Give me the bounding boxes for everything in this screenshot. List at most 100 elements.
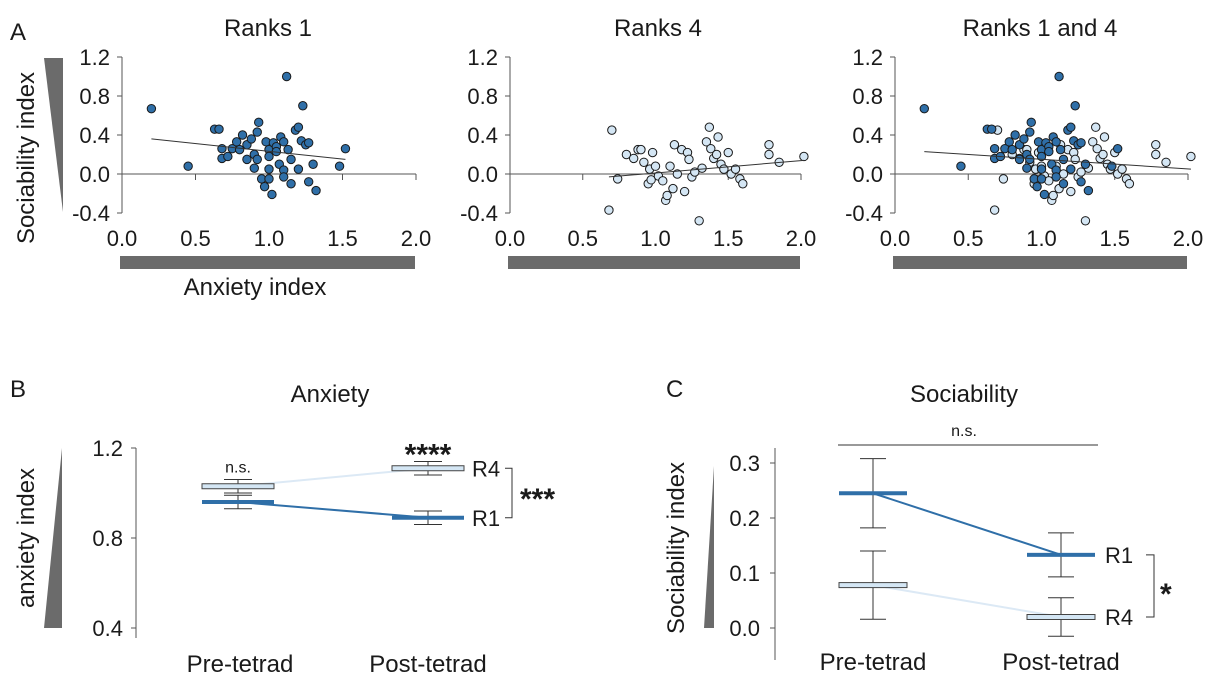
series-label-r4: R4: [472, 456, 500, 481]
data-point-r1: [308, 159, 318, 169]
data-point-r1: [1058, 179, 1069, 189]
data-point-r1: [334, 161, 345, 171]
data-point-r1: [234, 144, 245, 155]
data-point-r4: [719, 164, 729, 174]
data-point-r1: [259, 181, 270, 192]
data-point-r1: [286, 179, 296, 189]
data-point-r1: [303, 138, 314, 148]
anxiety-wedge-a3: [893, 256, 1187, 269]
regression-line: [608, 159, 804, 178]
series-label-r1: R1: [1105, 543, 1133, 568]
mean-bar-r4: [391, 465, 465, 472]
data-point-r1: [1055, 144, 1066, 155]
y-tick-label: -0.4: [72, 201, 110, 226]
data-point-r1: [1022, 163, 1032, 173]
significance-top: n.s.: [951, 423, 977, 440]
significance-between: *: [1160, 578, 1172, 611]
x-tick-label: 0.0: [495, 226, 526, 251]
data-point-r1: [1004, 137, 1014, 147]
y-tick-label: 0.4: [92, 616, 123, 641]
y-axis-label-sociability-c: Sociability index: [663, 462, 690, 634]
data-point-r4: [662, 190, 672, 201]
data-point-r4: [669, 140, 680, 150]
data-point-r1: [1076, 138, 1086, 148]
y-tick-label: 0.4: [852, 123, 883, 148]
series-line-r1: [872, 492, 1062, 556]
data-point-r1: [1025, 127, 1035, 137]
data-point-r1: [986, 124, 997, 134]
series-line-r1: [237, 501, 429, 519]
data-point-r1: [1054, 71, 1064, 82]
y-tick-label: 0.0: [79, 162, 110, 187]
data-point-r4: [713, 132, 723, 142]
sociability-wedge-c: [704, 466, 714, 628]
data-point-r1: [1070, 101, 1080, 111]
x-tick-label: 2.0: [1173, 226, 1204, 251]
data-point-r4: [684, 154, 694, 165]
y-axis-label-sociability-a: Sociability index: [13, 72, 40, 244]
data-point-r1: [264, 174, 274, 184]
data-point-r1: [340, 143, 351, 154]
mean-bar-r1: [202, 500, 274, 504]
data-point-r4: [764, 149, 774, 160]
mean-bar-r4: [1026, 614, 1096, 620]
data-point-r4: [1099, 132, 1110, 142]
data-point-r1: [242, 154, 252, 165]
significance-between: ***: [520, 483, 555, 516]
data-point-r1: [279, 172, 289, 182]
sociability-wedge-a: [44, 58, 63, 212]
y-tick-label: 1.2: [852, 45, 883, 70]
data-point-r1: [246, 134, 257, 144]
data-point-r4: [1070, 154, 1080, 165]
y-tick-label: 0.0: [852, 162, 883, 187]
data-point-r4: [621, 149, 632, 160]
data-point-r4: [604, 205, 614, 215]
data-point-r4: [998, 174, 1009, 184]
regression-line: [924, 151, 1191, 170]
anxiety-wedge-b: [44, 448, 62, 628]
data-point-r1: [1025, 154, 1035, 165]
mean-bar-r1: [1027, 552, 1095, 557]
panel-letter-a: A: [10, 19, 26, 46]
significance-pre: n.s.: [225, 459, 251, 476]
chart-title-ranks-4: Ranks 4: [614, 15, 702, 42]
data-point-r4: [1098, 149, 1108, 160]
y-axis-label-anxiety-index: anxiety index: [13, 468, 40, 608]
data-point-r4: [1048, 190, 1058, 201]
data-point-r1: [281, 71, 292, 82]
data-point-r4: [1186, 151, 1196, 162]
chart-title-anxiety: Anxiety: [291, 381, 370, 408]
data-point-r1: [1036, 151, 1047, 162]
data-point-r4: [668, 183, 678, 194]
y-tick-label: 1.2: [79, 45, 110, 70]
data-point-r4: [1161, 157, 1171, 168]
x-tick-label: 0.5: [180, 226, 211, 251]
data-point-r1: [1076, 177, 1086, 187]
data-point-r4: [647, 147, 658, 158]
data-point-r1: [1039, 189, 1050, 200]
y-tick-label: 1.2: [467, 45, 498, 70]
data-point-r1: [989, 143, 1000, 154]
data-point-r1: [267, 189, 277, 200]
significance-bracket: [505, 467, 513, 519]
data-point-r1: [293, 164, 304, 174]
data-point-r4: [636, 144, 646, 155]
data-point-r4: [764, 140, 774, 150]
mean-bar-r1: [839, 491, 907, 496]
y-tick-label: 0.0: [467, 162, 498, 187]
y-tick-label: 0.1: [729, 561, 760, 586]
data-point-r4: [1091, 122, 1101, 132]
x-tick-label: 0.5: [567, 226, 598, 251]
series-label-r1: R1: [472, 506, 500, 531]
data-point-r4: [723, 147, 733, 158]
panel-letter-b: B: [10, 376, 26, 403]
x-tick-label: 0.0: [107, 226, 138, 251]
data-point-r1: [311, 185, 321, 196]
data-point-r1: [293, 122, 304, 132]
data-point-r4: [799, 151, 809, 162]
x-tick-label: 2.0: [401, 226, 432, 251]
data-point-r1: [1014, 154, 1025, 165]
data-point-r1: [264, 151, 274, 162]
x-axis-label-anxiety: Anxiety index: [184, 274, 327, 301]
anxiety-wedge-a1: [120, 256, 415, 269]
